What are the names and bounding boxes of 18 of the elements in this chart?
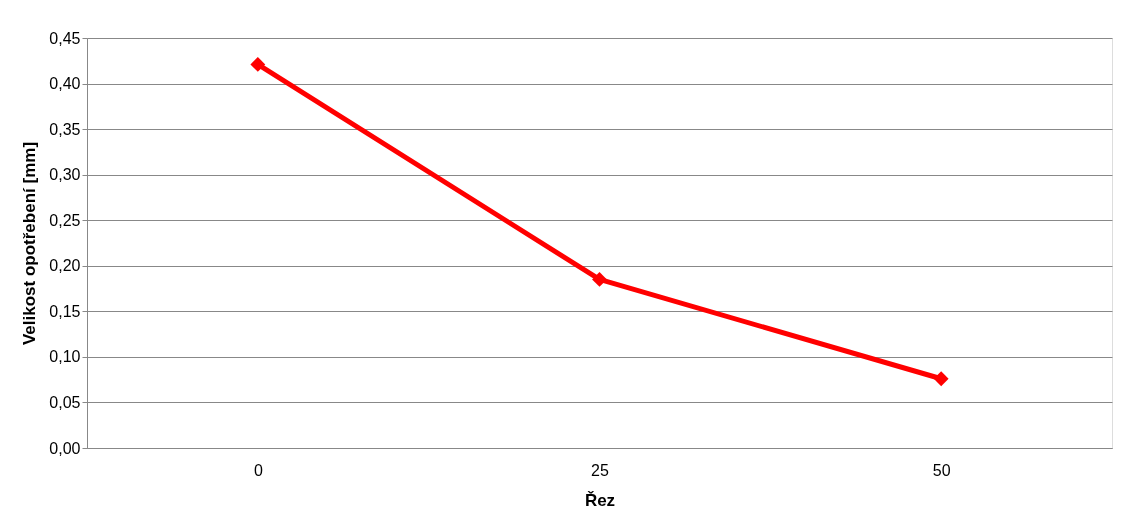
x-tick-label: 50	[932, 461, 951, 479]
point	[933, 371, 949, 387]
y-tick-label: 0,45	[49, 29, 81, 47]
point	[592, 272, 607, 287]
y-tick-label: 0,05	[49, 393, 81, 411]
x-tick-label: 25	[591, 461, 609, 479]
y-tick-label: 0,20	[49, 257, 81, 275]
y-axis-title: Velikost opotřebení [mm]	[20, 141, 40, 346]
y-tick-label: 0,10	[49, 348, 81, 366]
x-tick-label: 0	[253, 461, 263, 479]
y-tick-label: 0,30	[49, 166, 81, 184]
y-tick-label: 0,40	[49, 75, 81, 93]
y-tick-label: 0,15	[49, 302, 81, 320]
point	[250, 57, 266, 72]
x-axis-title: Řez	[584, 490, 616, 510]
y-tick-label: 0,35	[49, 120, 81, 138]
y-tick-label: 0,25	[49, 211, 81, 229]
y-tick-label: 0,00	[49, 439, 81, 457]
